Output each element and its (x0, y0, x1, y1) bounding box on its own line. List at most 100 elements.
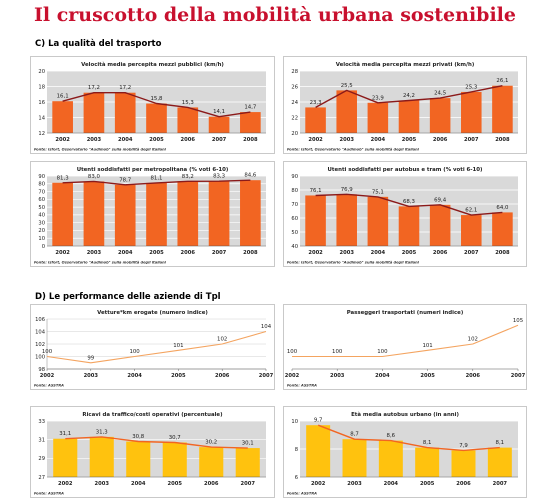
bar (342, 439, 367, 477)
x-tick-label: 2006 (181, 250, 196, 256)
y-tick-label: 14 (38, 115, 45, 121)
bar (162, 442, 187, 477)
data-label: 83,2 (182, 174, 194, 180)
chart-panel-vetture-km: Vetture*km erogate (numero indice) 98 100 1… (30, 304, 275, 390)
x-tick-label: 2004 (118, 250, 133, 256)
chart-svg-d4: Età media autobus urbano (in anni) 6 8 10 20… (287, 411, 518, 496)
y-tick-label: 60 (38, 197, 45, 203)
y-tick-label: 28 (291, 69, 298, 75)
chart-svg-c3: Utenti soddisfatti per metropolitana (% … (34, 167, 266, 265)
chart-source: Fonte: ASSTRA (34, 492, 64, 496)
y-tick-label: 80 (291, 188, 298, 194)
data-label: 14,1 (213, 109, 225, 115)
y-tick-label: 20 (38, 69, 45, 75)
x-tick-label: 2007 (259, 373, 274, 379)
data-label: 25,3 (465, 84, 477, 90)
y-tick-label: 6 (295, 475, 298, 481)
trend-line (62, 92, 251, 118)
y-tick-label: 10 (291, 419, 298, 425)
bar (52, 182, 73, 246)
x-tick-label: 2004 (375, 373, 390, 379)
x-tick-label: 2006 (466, 373, 481, 379)
bar (492, 212, 513, 246)
chart-panel-eta-autobus: Età media autobus urbano (in anni) 6 8 10 20… (283, 406, 527, 498)
data-label: 105 (513, 318, 523, 324)
chart-source: Fonte: ASSTRA (287, 384, 317, 388)
x-tick-label: 2008 (243, 250, 258, 256)
data-label: 25,5 (341, 83, 353, 89)
plot-area (47, 421, 266, 477)
y-tick-label: 50 (291, 230, 298, 236)
y-tick-label: 106 (35, 317, 45, 323)
data-label: 78,7 (119, 177, 131, 183)
data-label: 24,5 (434, 91, 446, 97)
y-tick-label: 31 (38, 437, 45, 443)
data-label: 101 (173, 343, 183, 349)
y-tick-label: 10 (38, 236, 45, 242)
bar (367, 102, 389, 133)
data-label: 68,3 (403, 199, 415, 205)
bar (487, 447, 512, 477)
x-tick-label: 2007 (493, 481, 508, 487)
data-label: 101 (422, 343, 432, 349)
data-label: 31,1 (59, 431, 71, 437)
x-tick-label: 2005 (168, 481, 183, 487)
bar (89, 436, 114, 477)
page-title: Il cruscotto della mobilità urbana soste… (34, 4, 516, 26)
x-tick-label: 2005 (149, 137, 164, 143)
bar (305, 107, 326, 133)
chart-panel-velocita-pubblici: Velocità media percepita mezzi pubblici … (30, 56, 275, 154)
y-tick-label: 102 (35, 342, 45, 348)
bar (492, 85, 513, 133)
y-tick-label: 20 (291, 131, 298, 137)
bar (305, 195, 326, 246)
x-tick-label: 2003 (347, 481, 362, 487)
data-label: 23,3 (310, 100, 322, 106)
x-tick-label: 2005 (402, 250, 417, 256)
chart-source: Fonte: ASSTRA (34, 384, 64, 388)
data-label: 81,1 (150, 175, 162, 181)
y-tick-label: 0 (42, 244, 45, 250)
chart-title: Età media autobus urbano (in anni) (351, 411, 459, 418)
bar (429, 98, 451, 133)
x-tick-label: 2003 (95, 481, 110, 487)
x-tick-label: 2002 (308, 137, 323, 143)
bar (208, 181, 230, 246)
x-tick-label: 2006 (204, 481, 219, 487)
data-label: 17,2 (119, 85, 131, 91)
data-label: 16,1 (57, 94, 69, 100)
data-label: 8,1 (423, 440, 432, 446)
data-label: 17,2 (88, 85, 100, 91)
x-tick-label: 2004 (371, 137, 386, 143)
x-tick-label: 2007 (511, 373, 526, 379)
y-tick-label: 40 (38, 213, 45, 219)
data-label: 30,7 (169, 435, 181, 441)
y-tick-label: 30 (38, 220, 45, 226)
bar (336, 90, 357, 133)
bar (146, 103, 167, 133)
x-tick-label: 2006 (433, 250, 448, 256)
y-tick-label: 100 (35, 354, 45, 360)
x-tick-label: 2008 (495, 137, 510, 143)
bar (199, 447, 224, 477)
bar (240, 112, 261, 133)
bar (378, 440, 403, 477)
chart-title: Vetture*km erogate (numero indice) (97, 310, 208, 316)
chart-title: Utenti soddisfatti per autobus e tram (%… (328, 167, 483, 173)
data-label: 26,1 (496, 78, 508, 84)
chart-source: Fonte: Isfort, Osservatorio "Audimob" su… (34, 261, 167, 265)
bar (177, 181, 199, 246)
data-label: 64,0 (496, 205, 509, 211)
x-tick-label: 2008 (495, 250, 510, 256)
bar (208, 116, 230, 133)
trend-line (315, 85, 503, 109)
data-label: 24,2 (403, 93, 415, 99)
x-tick-label: 2005 (420, 373, 435, 379)
x-tick-label: 2003 (330, 373, 345, 379)
data-label: 14,7 (244, 105, 256, 111)
x-tick-label: 2007 (212, 250, 227, 256)
x-tick-label: 2003 (339, 137, 354, 143)
data-label: 84,6 (244, 173, 257, 179)
bar (461, 215, 482, 246)
y-tick-label: 80 (38, 182, 45, 188)
